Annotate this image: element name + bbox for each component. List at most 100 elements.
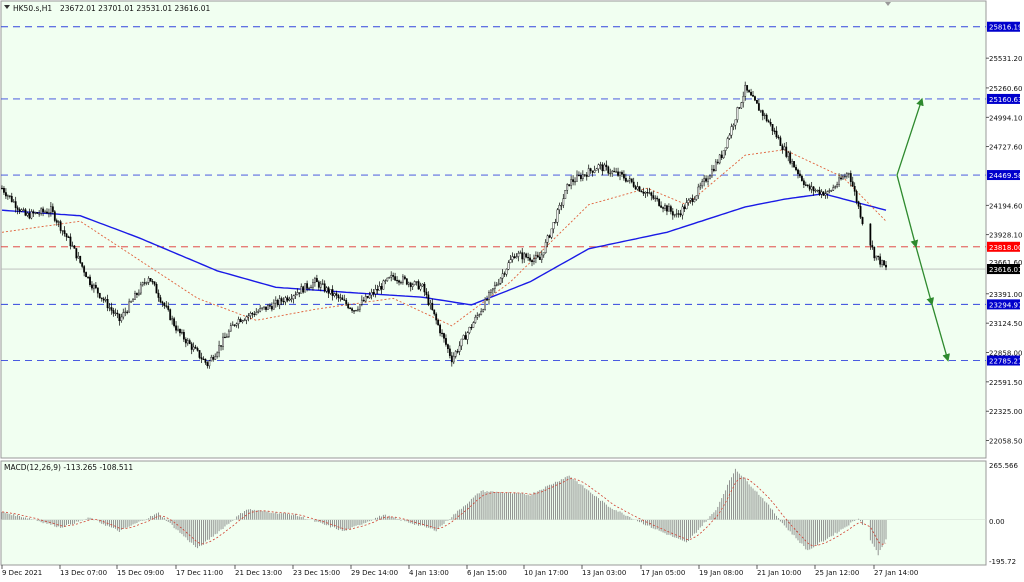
candle: [781, 143, 784, 154]
candle: [439, 323, 441, 337]
candle: [270, 302, 273, 312]
candle: [48, 208, 50, 218]
candle: [503, 271, 506, 277]
candle: [278, 295, 281, 310]
macd-label: MACD(12,26,9) -113.265 -108.511: [4, 463, 133, 472]
candle: [69, 233, 72, 250]
candle: [757, 98, 760, 111]
candle: [834, 185, 837, 190]
candle: [280, 296, 283, 306]
candle: [366, 295, 369, 299]
candle: [450, 351, 453, 367]
candle: [329, 289, 332, 295]
candle: [151, 279, 154, 285]
forecast-down-arrow[interactable]: [931, 304, 950, 362]
candle: [460, 338, 463, 351]
candle: [253, 310, 256, 317]
candle: [562, 193, 565, 209]
candle: [677, 210, 680, 218]
candle: [110, 302, 113, 315]
candle: [429, 299, 432, 310]
levels-layer: [1, 26, 986, 361]
candle: [808, 183, 811, 192]
candle: [840, 174, 842, 181]
candle: [343, 294, 346, 301]
candle: [161, 300, 164, 307]
candle: [241, 319, 244, 324]
candle: [53, 210, 56, 223]
candle: [98, 292, 101, 299]
level-tag-label: 25816.19: [989, 24, 1022, 32]
candle: [3, 186, 5, 195]
shift-marker-icon[interactable]: [885, 2, 891, 6]
candle: [308, 286, 310, 291]
candle: [617, 167, 619, 177]
candle: [61, 230, 64, 236]
time-tick-label: 21 Dec 13:00: [235, 569, 282, 577]
candle: [413, 280, 416, 286]
candle: [644, 191, 647, 199]
candle: [312, 278, 314, 291]
price-tick-label: 23391.00: [989, 291, 1022, 299]
candle: [147, 276, 150, 285]
candle: [204, 358, 207, 365]
candle: [624, 173, 627, 183]
candle: [709, 174, 711, 180]
candle: [871, 240, 874, 250]
candle: [462, 334, 465, 340]
candle: [298, 292, 301, 298]
level-tag-resistance: [987, 21, 1020, 32]
candle: [877, 255, 880, 261]
candle: [173, 316, 176, 328]
candle: [425, 288, 428, 299]
forecast-down-arrow[interactable]: [896, 174, 919, 249]
candles-layer: [1, 81, 887, 369]
price-panel[interactable]: [0, 0, 987, 459]
forecast-up-arrow[interactable]: [896, 97, 924, 176]
candle: [331, 285, 334, 301]
candle: [46, 208, 48, 214]
price-tick-label: 23124.50: [989, 320, 1022, 328]
candle: [192, 342, 195, 352]
candle: [14, 196, 17, 213]
candle: [208, 359, 211, 369]
candle: [38, 210, 41, 217]
candle: [802, 178, 805, 189]
candle: [411, 282, 414, 290]
candle: [138, 289, 140, 297]
candle: [787, 150, 790, 162]
candle: [705, 175, 707, 183]
time-tick-label: 17 Jan 05:00: [641, 569, 685, 577]
candle: [761, 109, 764, 121]
candle: [548, 234, 551, 239]
candle: [642, 187, 645, 196]
candle: [134, 290, 136, 300]
candle: [96, 287, 99, 298]
candle: [175, 321, 177, 334]
candle: [716, 159, 719, 165]
candle: [89, 274, 91, 287]
candle: [724, 147, 727, 156]
candle: [202, 356, 205, 360]
time-tick-label: 23 Dec 15:00: [293, 569, 340, 577]
candle: [879, 253, 882, 268]
dropdown-triangle-icon[interactable]: [4, 5, 10, 9]
candle: [321, 279, 324, 286]
macd-panel[interactable]: [0, 460, 987, 566]
candle: [124, 307, 127, 317]
candle: [341, 294, 344, 300]
candle: [126, 310, 129, 315]
candle: [18, 207, 21, 214]
candle: [748, 89, 750, 93]
candle: [44, 209, 46, 214]
candle: [300, 283, 303, 294]
macd-axis-label-max: 265.566: [989, 462, 1018, 470]
candle: [824, 189, 827, 199]
candle: [30, 209, 33, 220]
candle: [448, 345, 451, 359]
forecast-down-arrow[interactable]: [915, 246, 935, 306]
candle: [384, 279, 387, 285]
candle: [327, 286, 330, 298]
